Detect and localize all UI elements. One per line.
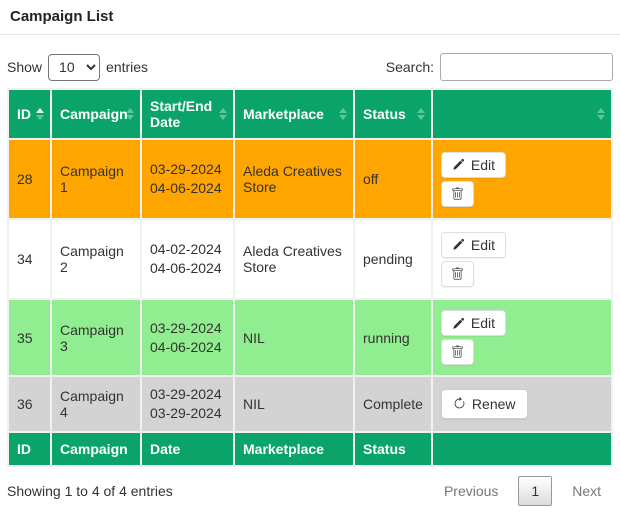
table-row: 28 Campaign 1 03-29-2024 04-06-2024 Aled… <box>7 138 614 220</box>
cell-marketplace: Aleda Creatives Store <box>233 218 355 300</box>
cell-date: 04-02-2024 04-06-2024 <box>140 218 235 300</box>
next-button[interactable]: Next <box>572 482 601 499</box>
cell-id: 36 <box>7 375 52 433</box>
entries-info: Showing 1 to 4 of 4 entries <box>7 482 173 499</box>
cell-campaign: Campaign 1 <box>50 138 142 220</box>
renew-button[interactable]: Renew <box>440 388 528 419</box>
cell-actions: Edit <box>430 298 614 377</box>
table-controls: Show 10 entries Search: <box>7 53 613 81</box>
cell-marketplace: NIL <box>233 375 355 433</box>
column-header-id[interactable]: ID <box>7 88 52 140</box>
page-title: Campaign List <box>10 8 114 25</box>
page-length-select[interactable]: 10 <box>48 53 101 81</box>
cell-actions: Renew <box>430 375 614 433</box>
cell-marketplace: NIL <box>233 298 355 377</box>
sort-asc-icon <box>36 108 44 120</box>
cell-id: 35 <box>7 298 52 377</box>
footer-header-actions <box>430 430 614 467</box>
cell-campaign: Campaign 3 <box>50 298 142 377</box>
sort-icon <box>126 108 134 120</box>
page-1-button[interactable]: 1 <box>518 475 553 506</box>
search-label: Search: <box>385 59 434 75</box>
cell-date: 03-29-2024 04-06-2024 <box>140 138 235 220</box>
pagination: Previous 1 Next <box>432 475 613 506</box>
table-row: 35 Campaign 3 03-29-2024 04-06-2024 NIL … <box>7 298 614 377</box>
table-header-row: ID Campaign Start/End Date Marketplace S… <box>7 88 614 140</box>
pencil-icon <box>452 158 465 171</box>
refresh-icon <box>453 397 466 410</box>
delete-button[interactable] <box>440 180 474 207</box>
cell-actions: Edit <box>430 138 614 220</box>
search-input[interactable] <box>440 53 613 81</box>
edit-button[interactable]: Edit <box>440 231 507 258</box>
cell-actions: Edit <box>430 218 614 300</box>
trash-icon <box>451 187 464 201</box>
trash-icon <box>451 267 464 281</box>
column-header-status[interactable]: Status <box>353 88 433 140</box>
cell-status: running <box>353 298 433 377</box>
cell-campaign: Campaign 4 <box>50 375 142 433</box>
footer-header-marketplace: Marketplace <box>233 430 355 467</box>
footer-header-status: Status <box>353 430 433 467</box>
sort-icon <box>219 108 227 120</box>
cell-date: 03-29-2024 03-29-2024 <box>140 375 235 433</box>
cell-id: 28 <box>7 138 52 220</box>
search-control: Search: <box>386 53 613 81</box>
divider <box>0 34 620 35</box>
table-footer-bar: Showing 1 to 4 of 4 entries Previous 1 N… <box>7 475 613 506</box>
entries-label: entries <box>106 59 149 75</box>
column-header-date[interactable]: Start/End Date <box>140 88 235 140</box>
edit-button[interactable]: Edit <box>440 151 507 178</box>
pencil-icon <box>452 317 465 330</box>
sort-icon <box>597 108 605 120</box>
column-header-campaign[interactable]: Campaign <box>50 88 142 140</box>
table-footer-row: ID Campaign Date Marketplace Status <box>7 430 614 467</box>
sort-icon <box>416 108 425 120</box>
footer-header-date: Date <box>140 430 235 467</box>
page-length-control: Show 10 entries <box>7 53 149 81</box>
delete-button[interactable] <box>440 339 474 365</box>
table-row: 36 Campaign 4 03-29-2024 03-29-2024 NIL … <box>7 375 614 433</box>
sort-icon <box>339 108 347 120</box>
campaign-list-panel: Show 10 entries Search: ID Campaign <box>0 53 620 506</box>
cell-id: 34 <box>7 218 52 300</box>
previous-button[interactable]: Previous <box>443 482 499 499</box>
table-row: 34 Campaign 2 04-02-2024 04-06-2024 Aled… <box>7 218 614 300</box>
column-header-actions[interactable] <box>430 88 614 140</box>
footer-header-id: ID <box>7 430 52 467</box>
cell-marketplace: Aleda Creatives Store <box>233 138 355 220</box>
trash-icon <box>451 345 464 359</box>
footer-header-campaign: Campaign <box>50 430 142 467</box>
pencil-icon <box>452 238 465 251</box>
delete-button[interactable] <box>440 260 474 287</box>
cell-date: 03-29-2024 04-06-2024 <box>140 298 235 377</box>
cell-campaign: Campaign 2 <box>50 218 142 300</box>
cell-status: pending <box>353 218 433 300</box>
cell-status: off <box>353 138 433 220</box>
show-label: Show <box>7 59 43 75</box>
column-header-marketplace[interactable]: Marketplace <box>233 88 355 140</box>
cell-status: Complete <box>353 375 433 433</box>
edit-button[interactable]: Edit <box>440 310 507 336</box>
campaign-table: ID Campaign Start/End Date Marketplace S… <box>7 88 614 467</box>
